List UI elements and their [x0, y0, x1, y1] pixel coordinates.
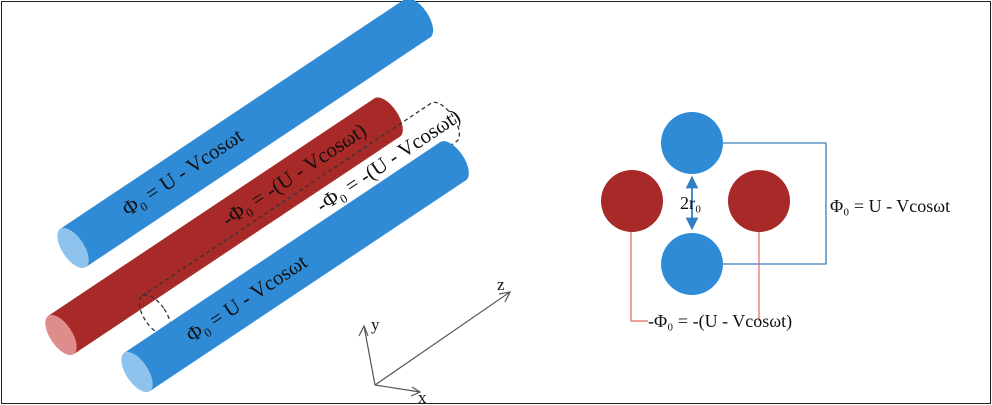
axis-z-label: z	[497, 275, 505, 294]
rod-middle-end-face	[45, 314, 77, 356]
blue-electrode-connector	[723, 142, 827, 265]
rod-bottom-blue	[121, 141, 469, 393]
coordinate-axes	[358, 291, 512, 397]
rod-top-end-face	[57, 227, 89, 269]
electrode-right-red	[728, 170, 790, 232]
y-axis-arrowhead	[358, 324, 369, 337]
electrode-left-red	[601, 170, 663, 232]
cross-section	[601, 112, 827, 322]
rod-top-blue	[57, 0, 434, 269]
electrode-top-blue	[661, 112, 723, 174]
rod-bottom-end-face	[121, 351, 153, 393]
red-pair-label: -Φ₀ = -(U - Vcosωt)	[648, 311, 792, 332]
radius-label: 2r₀	[680, 193, 701, 213]
blue-pair-label: Φ₀ = U - Vcosωt	[830, 196, 950, 216]
red-lead-left	[630, 232, 648, 322]
x-axis-arrowhead	[410, 386, 422, 397]
electrode-bottom-blue	[661, 233, 723, 295]
axis-x-label: x	[418, 388, 427, 405]
x-axis-line	[374, 384, 421, 393]
z-axis-arrowhead	[498, 291, 512, 303]
axis-y-label: y	[371, 315, 380, 334]
z-axis-line	[374, 291, 511, 386]
y-axis-line	[363, 325, 376, 386]
